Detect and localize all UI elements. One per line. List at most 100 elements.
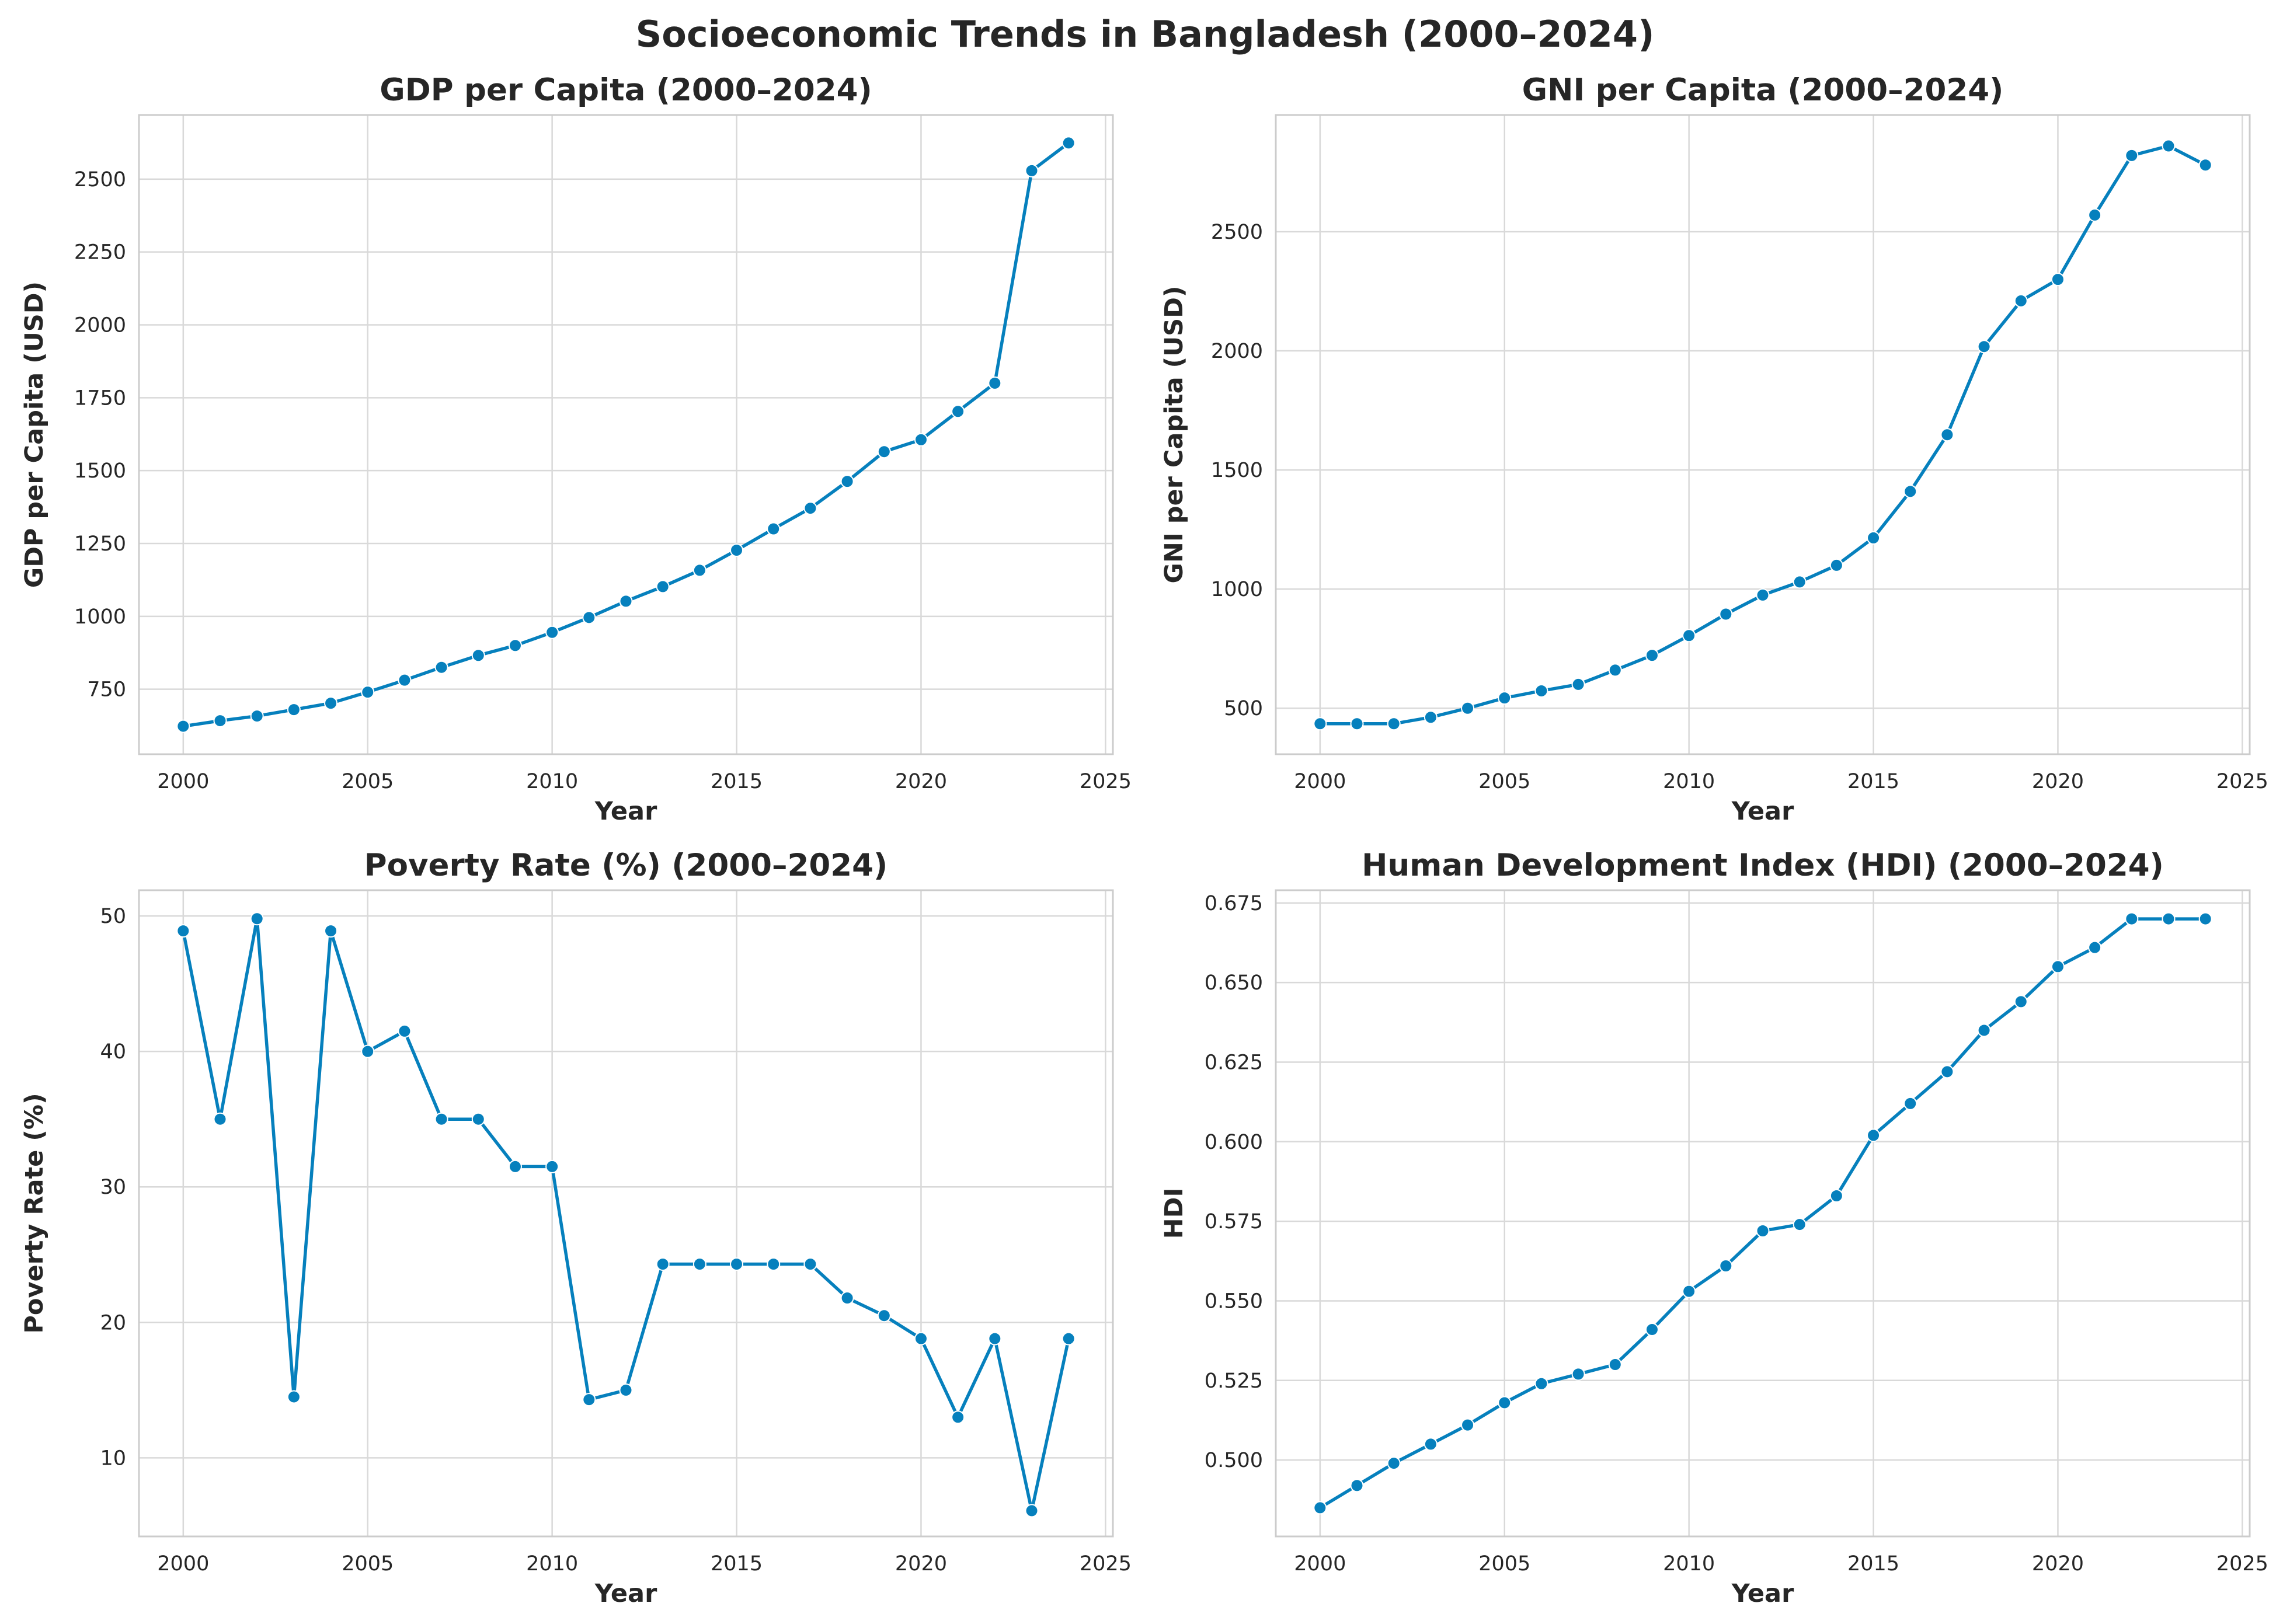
data-point (2051, 273, 2065, 287)
data-point (2088, 208, 2102, 222)
y-axis-label: Poverty Rate (%) (20, 1093, 49, 1333)
data-point (1903, 485, 1917, 499)
data-point (1498, 691, 1512, 705)
x-tick-label: 2005 (342, 770, 394, 793)
y-tick-label: 0.675 (1205, 892, 1263, 915)
data-point (1025, 163, 1039, 177)
data-point (1682, 629, 1696, 643)
x-tick-label: 2020 (2032, 1552, 2084, 1576)
x-axis-label: Year (594, 797, 657, 826)
data-point (1461, 701, 1475, 715)
data-point (2014, 995, 2028, 1009)
x-axis-label: Year (1731, 797, 1794, 826)
data-point (1829, 1189, 1843, 1203)
page-title: Socioeconomic Trends in Bangladesh (2000… (635, 13, 1655, 55)
data-point (176, 719, 190, 733)
plot-frame (1275, 114, 2251, 755)
y-tick-label: 1000 (74, 605, 126, 629)
plot-frame (138, 114, 1114, 755)
data-point (1062, 1332, 1076, 1346)
x-tick-label: 2000 (1294, 1552, 1346, 1576)
y-tick-label: 40 (100, 1040, 126, 1064)
x-tick-label: 2020 (895, 770, 947, 793)
data-point (213, 1112, 227, 1126)
data-point (951, 405, 965, 419)
data-point (803, 501, 817, 515)
data-point (434, 1112, 448, 1126)
y-tick-label: 2000 (74, 314, 126, 337)
data-point (1571, 677, 1585, 691)
x-tick-label: 2010 (1663, 770, 1715, 793)
plot-frame (138, 889, 1114, 1538)
data-point (434, 660, 448, 674)
plot-frame (1275, 889, 2251, 1538)
x-axis-label: Year (1731, 1579, 1794, 1608)
y-axis-label: GDP per Capita (USD) (20, 281, 49, 588)
data-point (471, 1112, 485, 1126)
y-tick-label: 1250 (74, 532, 126, 556)
data-point (692, 563, 707, 577)
x-tick-label: 2005 (342, 1552, 394, 1576)
data-point (619, 594, 633, 608)
y-tick-label: 0.550 (1205, 1290, 1263, 1313)
y-tick-label: 2500 (74, 168, 126, 191)
data-point (398, 1024, 412, 1038)
x-tick-label: 2020 (895, 1552, 947, 1576)
data-point (398, 673, 412, 687)
data-point (545, 625, 559, 639)
x-tick-label: 2015 (1847, 770, 1899, 793)
data-point (730, 1257, 744, 1271)
data-point (1350, 717, 1364, 731)
data-point (250, 912, 264, 926)
chart-title: Poverty Rate (%) (2000–2024) (364, 848, 888, 883)
y-tick-label: 2250 (74, 241, 126, 264)
y-tick-label: 500 (1224, 697, 1263, 720)
data-point (361, 685, 375, 699)
data-point (1387, 717, 1401, 731)
data-point (1867, 531, 1881, 545)
x-tick-label: 2025 (2216, 770, 2268, 793)
data-point (1062, 136, 1076, 150)
data-point (545, 1159, 559, 1173)
chart-panel-4: 2000 2005 2010 2015 2020 2025 0.500 0.525 0.550 0… (1160, 848, 2268, 1608)
y-tick-label: 20 (100, 1311, 126, 1334)
data-point (1940, 428, 1954, 442)
data-point (692, 1257, 707, 1271)
data-point (1645, 649, 1659, 663)
data-point (1534, 1376, 1548, 1390)
data-point (2162, 139, 2176, 153)
data-point (840, 1291, 854, 1305)
data-point (1424, 1437, 1438, 1451)
data-point (1903, 1096, 1917, 1110)
x-tick-label: 2015 (711, 770, 763, 793)
y-tick-label: 750 (87, 678, 126, 702)
x-tick-label: 2025 (2216, 1552, 2268, 1576)
data-point (1387, 1456, 1401, 1470)
data-point (914, 1332, 928, 1346)
x-tick-label: 2010 (526, 770, 578, 793)
data-point (1977, 340, 1991, 354)
data-point (1756, 1224, 1770, 1238)
data-point (2162, 912, 2176, 926)
x-tick-label: 2005 (1478, 1552, 1530, 1576)
data-point (324, 924, 338, 938)
data-point (1313, 1501, 1327, 1515)
data-point (582, 611, 596, 625)
data-point (471, 649, 485, 663)
data-point (2198, 912, 2212, 926)
chart-title: GDP per Capita (2000–2024) (380, 72, 872, 108)
data-point (2125, 148, 2139, 162)
data-point (1719, 607, 1733, 621)
data-point (877, 1309, 891, 1323)
y-tick-label: 0.625 (1205, 1051, 1263, 1074)
data-point (287, 703, 301, 717)
data-point (656, 580, 670, 594)
chart-panel-3: 2000 2005 2010 2015 2020 2025 10 20 30 40 50 Povert… (20, 848, 1132, 1608)
data-point (508, 639, 522, 653)
x-tick-label: 2015 (1847, 1552, 1899, 1576)
data-point (988, 1332, 1002, 1346)
x-tick-label: 2000 (157, 770, 209, 793)
series-line (182, 916, 1070, 1513)
data-point (176, 924, 190, 938)
y-tick-label: 2000 (1211, 340, 1263, 363)
